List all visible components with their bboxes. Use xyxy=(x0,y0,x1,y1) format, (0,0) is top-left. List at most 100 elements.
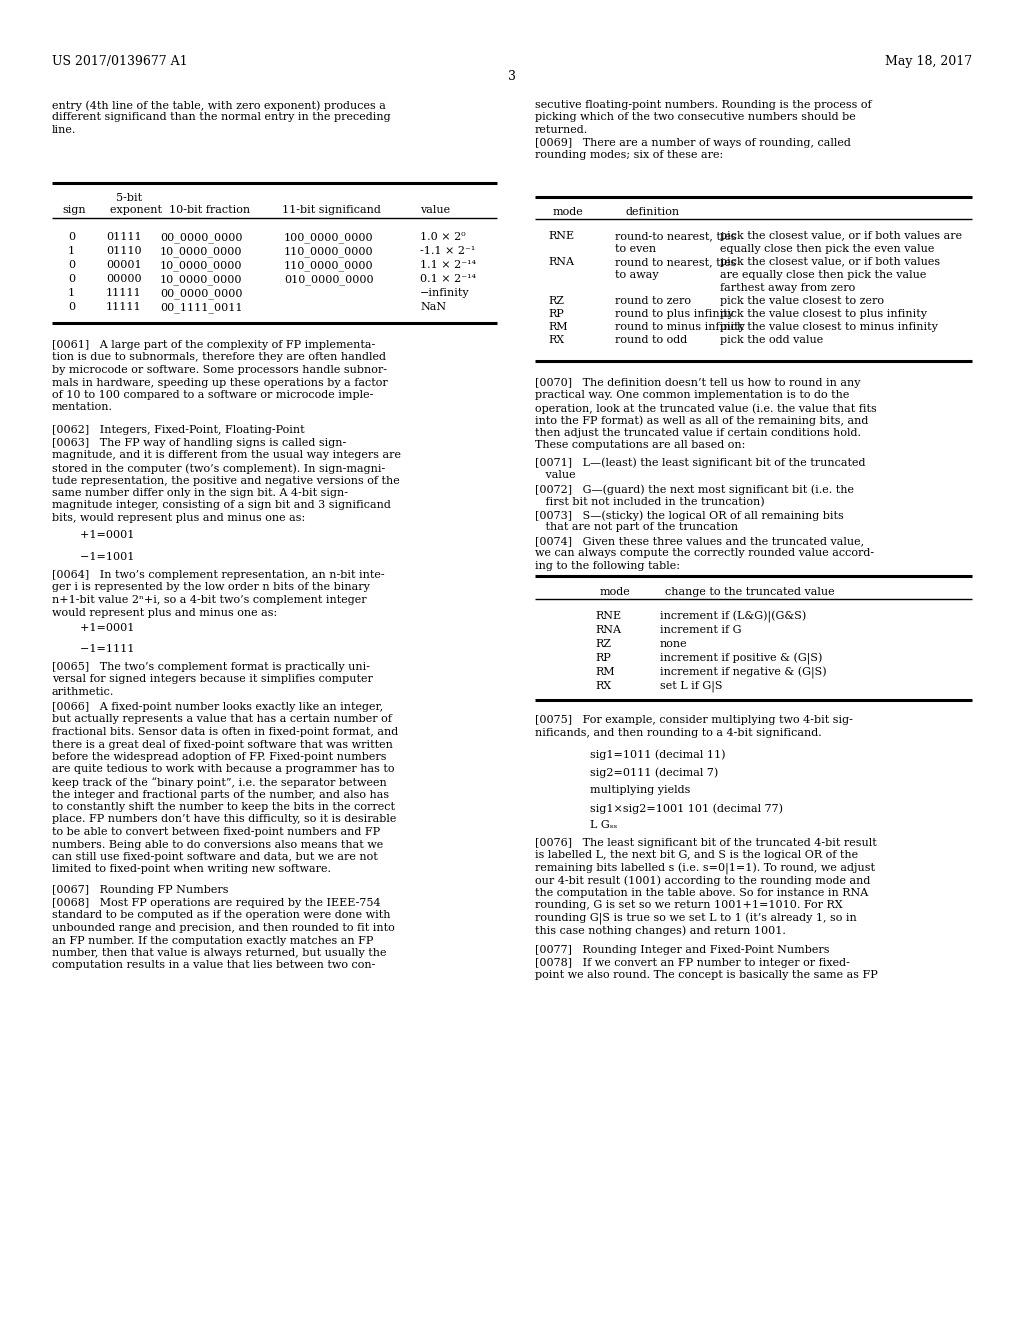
Text: US 2017/0139677 A1: US 2017/0139677 A1 xyxy=(52,55,187,69)
Text: RNE: RNE xyxy=(548,231,574,242)
Text: round to minus infinity: round to minus infinity xyxy=(615,322,744,333)
Text: [0070]   The definition doesn’t tell us how to round in any: [0070] The definition doesn’t tell us ho… xyxy=(535,378,860,388)
Text: -1.1 × 2⁻¹: -1.1 × 2⁻¹ xyxy=(420,246,475,256)
Text: [0067]   Rounding FP Numbers: [0067] Rounding FP Numbers xyxy=(52,884,228,895)
Text: rounding, G is set so we return 1001+1=1010. For RX: rounding, G is set so we return 1001+1=1… xyxy=(535,900,843,911)
Text: keep track of the “binary point”, i.e. the separator between: keep track of the “binary point”, i.e. t… xyxy=(52,777,387,788)
Text: RX: RX xyxy=(548,335,564,345)
Text: RZ: RZ xyxy=(548,296,564,306)
Text: can still use fixed-point software and data, but we are not: can still use fixed-point software and d… xyxy=(52,851,378,862)
Text: RP: RP xyxy=(548,309,564,319)
Text: fractional bits. Sensor data is often in fixed-point format, and: fractional bits. Sensor data is often in… xyxy=(52,727,398,737)
Text: [0069]   There are a number of ways of rounding, called: [0069] There are a number of ways of rou… xyxy=(535,139,851,148)
Text: secutive floating-point numbers. Rounding is the process of: secutive floating-point numbers. Roundin… xyxy=(535,100,871,110)
Text: n+1-bit value 2ⁿ+i, so a 4-bit two’s complement integer: n+1-bit value 2ⁿ+i, so a 4-bit two’s com… xyxy=(52,595,367,605)
Text: the integer and fractional parts of the number, and also has: the integer and fractional parts of the … xyxy=(52,789,389,800)
Text: number, then that value is always returned, but usually the: number, then that value is always return… xyxy=(52,948,386,958)
Text: the computation in the table above. So for instance in RNA: the computation in the table above. So f… xyxy=(535,888,868,898)
Text: different significand than the normal entry in the preceding: different significand than the normal en… xyxy=(52,112,390,123)
Text: 110_0000_0000: 110_0000_0000 xyxy=(284,260,374,271)
Text: multiplying yields: multiplying yields xyxy=(590,785,690,795)
Text: round to odd: round to odd xyxy=(615,335,687,345)
Text: line.: line. xyxy=(52,125,77,135)
Text: before the widespread adoption of FP. Fixed-point numbers: before the widespread adoption of FP. Fi… xyxy=(52,752,386,762)
Text: RNA: RNA xyxy=(595,624,621,635)
Text: sig2=0111 (decimal 7): sig2=0111 (decimal 7) xyxy=(590,767,718,777)
Text: equally close then pick the even value: equally close then pick the even value xyxy=(720,244,934,253)
Text: exponent  10-bit fraction: exponent 10-bit fraction xyxy=(110,205,250,215)
Text: arithmetic.: arithmetic. xyxy=(52,686,115,697)
Text: limited to fixed-point when writing new software.: limited to fixed-point when writing new … xyxy=(52,865,331,874)
Text: [0077]   Rounding Integer and Fixed-Point Numbers: [0077] Rounding Integer and Fixed-Point … xyxy=(535,945,829,954)
Text: by microcode or software. Some processors handle subnor-: by microcode or software. Some processor… xyxy=(52,366,387,375)
Text: farthest away from zero: farthest away from zero xyxy=(720,282,855,293)
Text: first bit not included in the truncation): first bit not included in the truncation… xyxy=(535,496,765,507)
Text: pick the value closest to minus infinity: pick the value closest to minus infinity xyxy=(720,322,938,333)
Text: RNE: RNE xyxy=(595,611,622,620)
Text: May 18, 2017: May 18, 2017 xyxy=(885,55,972,69)
Text: 01111: 01111 xyxy=(106,232,141,242)
Text: increment if negative & (G|S): increment if negative & (G|S) xyxy=(660,667,826,678)
Text: nificands, and then rounding to a 4-bit significand.: nificands, and then rounding to a 4-bit … xyxy=(535,727,821,738)
Text: are quite tedious to work with because a programmer has to: are quite tedious to work with because a… xyxy=(52,764,394,775)
Text: versal for signed integers because it simplifies computer: versal for signed integers because it si… xyxy=(52,675,373,685)
Text: 01110: 01110 xyxy=(106,246,141,256)
Text: returned.: returned. xyxy=(535,125,588,135)
Text: mode: mode xyxy=(600,587,631,597)
Text: picking which of the two consecutive numbers should be: picking which of the two consecutive num… xyxy=(535,112,856,123)
Text: 11111: 11111 xyxy=(106,288,141,298)
Text: mentation.: mentation. xyxy=(52,403,113,412)
Text: 00_0000_0000: 00_0000_0000 xyxy=(160,288,243,298)
Text: 10_0000_0000: 10_0000_0000 xyxy=(160,275,243,285)
Text: value: value xyxy=(535,470,575,479)
Text: practical way. One common implementation is to do the: practical way. One common implementation… xyxy=(535,391,849,400)
Text: stored in the computer (two’s complement). In sign-magni-: stored in the computer (two’s complement… xyxy=(52,463,385,474)
Text: is labelled L, the next bit G, and S is the logical OR of the: is labelled L, the next bit G, and S is … xyxy=(535,850,858,861)
Text: 110_0000_0000: 110_0000_0000 xyxy=(284,246,374,256)
Text: −infinity: −infinity xyxy=(420,288,470,298)
Text: [0072]   G—(guard) the next most significant bit (i.e. the: [0072] G—(guard) the next most significa… xyxy=(535,484,854,495)
Text: RNA: RNA xyxy=(548,257,574,267)
Text: same number differ only in the sign bit. A 4-bit sign-: same number differ only in the sign bit.… xyxy=(52,488,348,498)
Text: L Gₛₛ: L Gₛₛ xyxy=(590,820,617,830)
Text: 00000: 00000 xyxy=(106,275,141,284)
Text: [0065]   The two’s complement format is practically uni-: [0065] The two’s complement format is pr… xyxy=(52,663,370,672)
Text: −1=1111: −1=1111 xyxy=(52,644,134,653)
Text: 100_0000_0000: 100_0000_0000 xyxy=(284,232,374,243)
Text: tude representation, the positive and negative versions of the: tude representation, the positive and ne… xyxy=(52,475,399,486)
Text: pick the closest value, or if both values: pick the closest value, or if both value… xyxy=(720,257,940,267)
Text: [0073]   S—(sticky) the logical OR of all remaining bits: [0073] S—(sticky) the logical OR of all … xyxy=(535,510,844,520)
Text: standard to be computed as if the operation were done with: standard to be computed as if the operat… xyxy=(52,911,390,920)
Text: there is a great deal of fixed-point software that was written: there is a great deal of fixed-point sof… xyxy=(52,739,393,750)
Text: mals in hardware, speeding up these operations by a factor: mals in hardware, speeding up these oper… xyxy=(52,378,388,388)
Text: 11111: 11111 xyxy=(106,302,141,312)
Text: [0068]   Most FP operations are required by the IEEE-754: [0068] Most FP operations are required b… xyxy=(52,898,381,908)
Text: to constantly shift the number to keep the bits in the correct: to constantly shift the number to keep t… xyxy=(52,803,395,812)
Text: to even: to even xyxy=(615,244,656,253)
Text: RM: RM xyxy=(548,322,567,333)
Text: tion is due to subnormals, therefore they are often handled: tion is due to subnormals, therefore the… xyxy=(52,352,386,363)
Text: +1=0001: +1=0001 xyxy=(52,623,134,634)
Text: operation, look at the truncated value (i.e. the value that fits: operation, look at the truncated value (… xyxy=(535,403,877,413)
Text: increment if positive & (G|S): increment if positive & (G|S) xyxy=(660,653,822,665)
Text: pick the value closest to zero: pick the value closest to zero xyxy=(720,296,884,306)
Text: mode: mode xyxy=(553,207,584,216)
Text: [0078]   If we convert an FP number to integer or fixed-: [0078] If we convert an FP number to int… xyxy=(535,958,850,968)
Text: round to nearest, ties: round to nearest, ties xyxy=(615,257,736,267)
Text: RX: RX xyxy=(595,681,611,690)
Text: 5-bit: 5-bit xyxy=(116,193,142,203)
Text: value: value xyxy=(420,205,451,215)
Text: [0064]   In two’s complement representation, an n-bit inte-: [0064] In two’s complement representatio… xyxy=(52,570,385,579)
Text: 00_1111_0011: 00_1111_0011 xyxy=(160,302,243,313)
Text: 0: 0 xyxy=(68,232,75,242)
Text: increment if G: increment if G xyxy=(660,624,741,635)
Text: 10_0000_0000: 10_0000_0000 xyxy=(160,260,243,271)
Text: 3: 3 xyxy=(508,70,516,83)
Text: pick the odd value: pick the odd value xyxy=(720,335,823,345)
Text: 0.1 × 2⁻¹⁴: 0.1 × 2⁻¹⁴ xyxy=(420,275,476,284)
Text: would represent plus and minus one as:: would represent plus and minus one as: xyxy=(52,607,278,618)
Text: are equally close then pick the value: are equally close then pick the value xyxy=(720,271,927,280)
Text: magnitude integer, consisting of a sign bit and 3 significand: magnitude integer, consisting of a sign … xyxy=(52,500,391,511)
Text: pick the value closest to plus infinity: pick the value closest to plus infinity xyxy=(720,309,927,319)
Text: 0: 0 xyxy=(68,302,75,312)
